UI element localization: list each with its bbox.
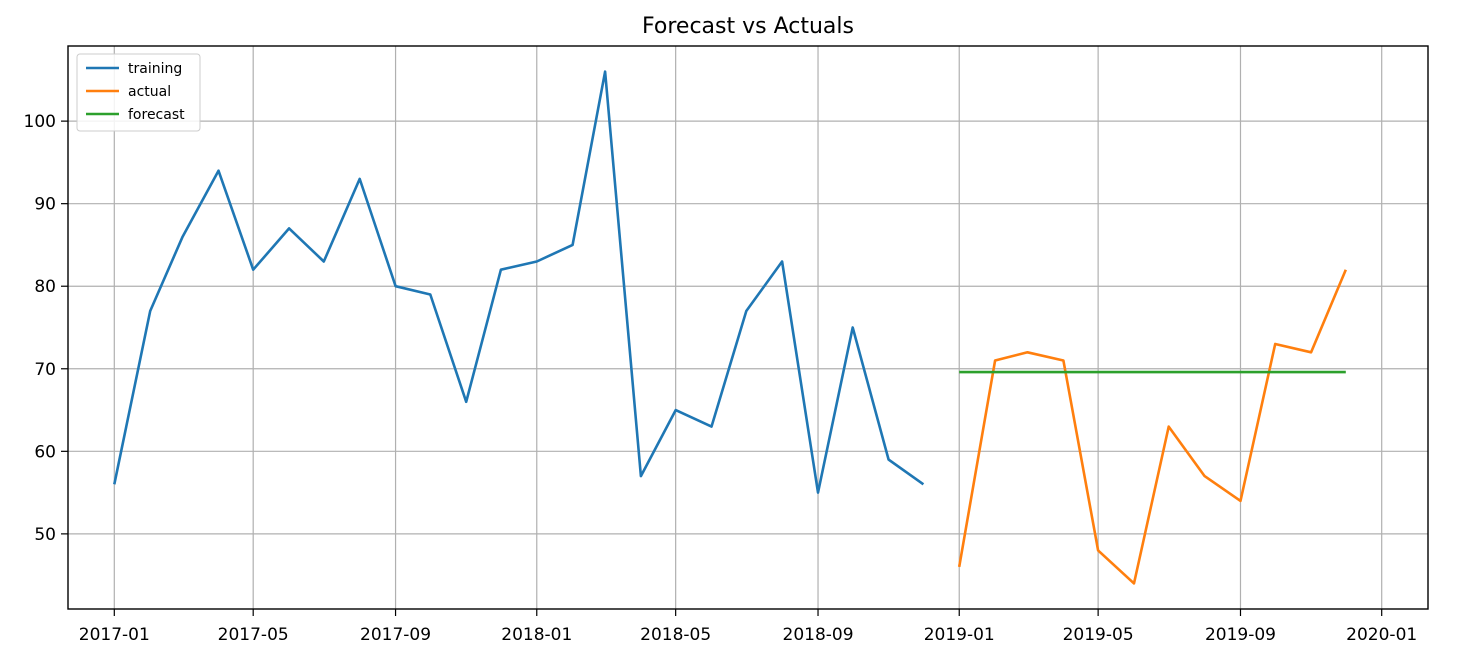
x-tick-label: 2019-09 bbox=[1205, 625, 1276, 645]
x-axis: 2017-01 2017-05 2017-09 2018-01 2018-05 2018-… bbox=[79, 609, 1417, 645]
y-tick-label: 90 bbox=[34, 195, 56, 215]
y-tick-label: 100 bbox=[24, 112, 56, 132]
series-layer bbox=[113, 70, 1347, 585]
x-tick-label: 2019-05 bbox=[1063, 625, 1134, 645]
grid-lines bbox=[68, 46, 1428, 609]
x-tick-label: 2019-01 bbox=[924, 625, 995, 645]
series-training-line bbox=[113, 70, 925, 494]
legend: training actual forecast bbox=[76, 53, 201, 132]
axes-frame bbox=[67, 45, 1429, 610]
y-axis: 50 60 70 80 90 100 bbox=[24, 112, 68, 545]
x-tick-label: 2017-09 bbox=[360, 625, 431, 645]
y-tick-label: 70 bbox=[34, 360, 56, 380]
x-tick-label: 2018-01 bbox=[501, 625, 572, 645]
y-tick-label: 50 bbox=[34, 525, 56, 545]
legend-label-training: training bbox=[128, 61, 182, 77]
chart-title: Forecast vs Actuals bbox=[642, 14, 854, 39]
y-tick-label: 80 bbox=[34, 277, 56, 297]
x-tick-label: 2017-01 bbox=[79, 625, 150, 645]
x-tick-label: 2020-01 bbox=[1346, 625, 1417, 645]
legend-box bbox=[76, 53, 201, 132]
x-tick-label: 2018-05 bbox=[640, 625, 711, 645]
legend-label-actual: actual bbox=[128, 84, 171, 100]
series-actual-line bbox=[957, 269, 1347, 585]
y-tick-label: 60 bbox=[34, 442, 56, 462]
x-tick-label: 2017-05 bbox=[218, 625, 289, 645]
legend-label-forecast: forecast bbox=[128, 107, 185, 123]
x-tick-label: 2018-09 bbox=[783, 625, 854, 645]
